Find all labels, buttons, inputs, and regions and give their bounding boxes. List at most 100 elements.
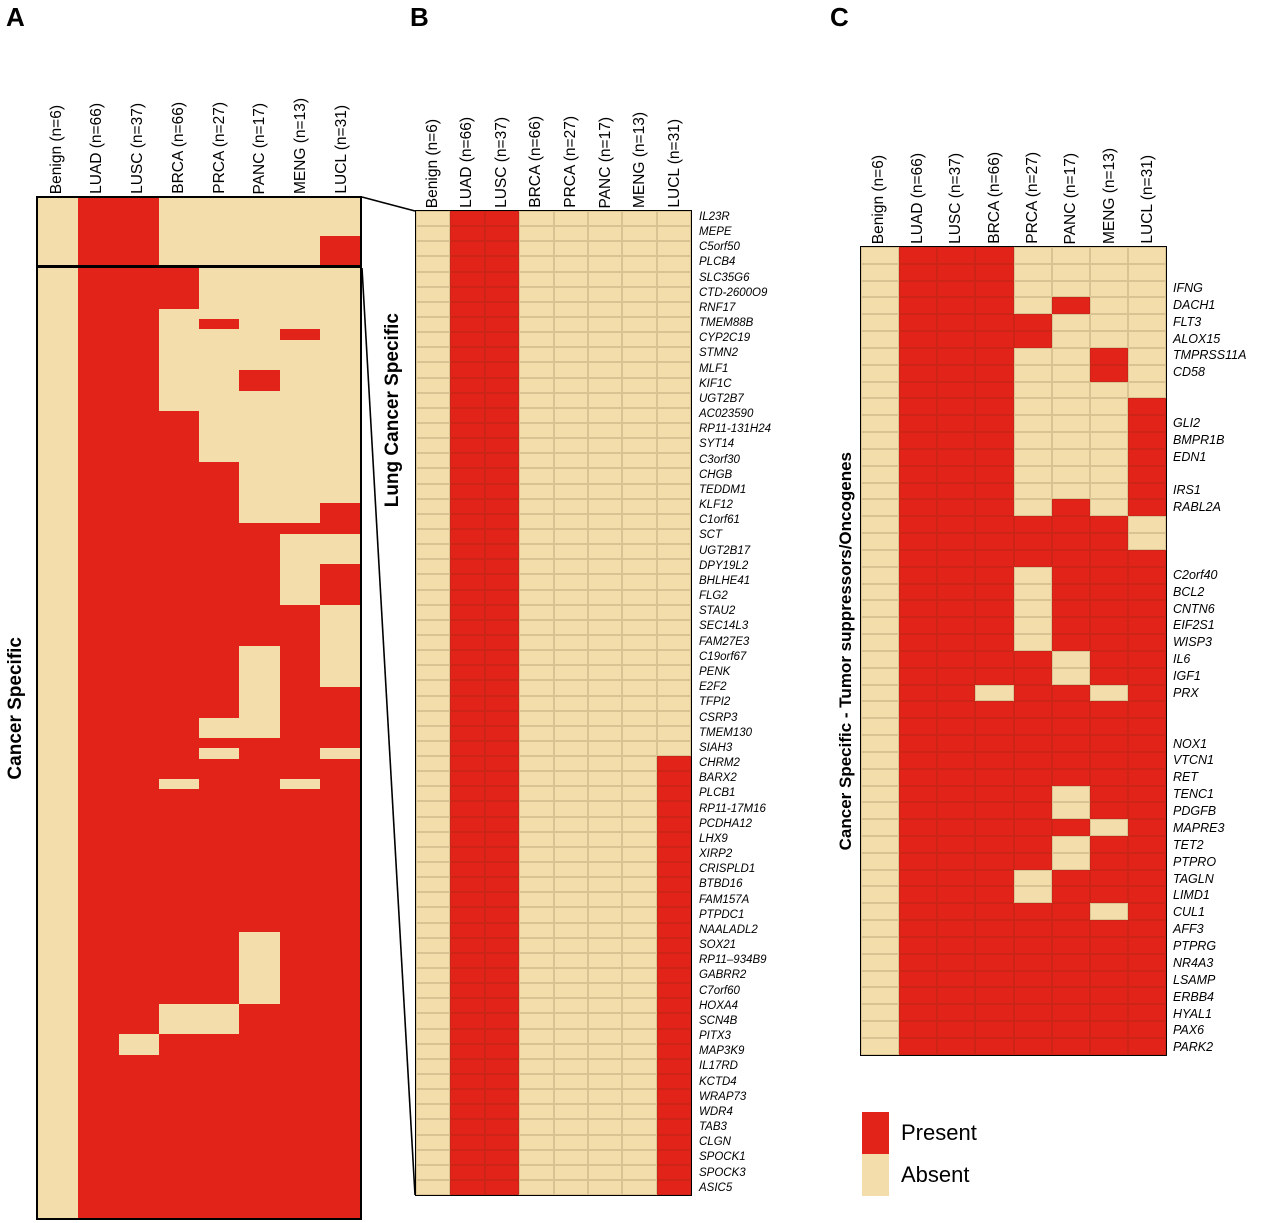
cell-present [450, 347, 485, 363]
heatmap-row [416, 377, 691, 393]
cell-absent [239, 400, 280, 412]
gene-label-empty [1173, 533, 1278, 550]
cell-absent [587, 1013, 623, 1029]
cell-present [239, 1177, 280, 1188]
cell-absent [656, 422, 691, 439]
heatmap-row [38, 503, 360, 514]
cell-present [450, 301, 485, 317]
cell-absent [416, 347, 451, 363]
cell-present [239, 1146, 280, 1158]
cell-present [1051, 549, 1090, 567]
cell-present [158, 707, 199, 718]
cell-present [899, 768, 938, 786]
cell-present [1051, 735, 1090, 752]
cell-present [975, 398, 1014, 416]
heatmap-row [38, 952, 360, 963]
cell-present [199, 656, 240, 667]
cell-present [118, 952, 159, 963]
cell-present [158, 523, 199, 534]
heatmap-row [38, 390, 360, 401]
cell-absent [587, 877, 623, 893]
gene-label: CRISPLD1 [699, 863, 756, 876]
cell-present [450, 710, 485, 726]
cell-present [1089, 347, 1128, 365]
cell-absent [38, 523, 79, 534]
cell-absent [158, 400, 199, 412]
cell-present [656, 877, 691, 893]
column-header: PRCA (n=27) [210, 102, 228, 194]
cell-absent [553, 968, 588, 984]
heatmap-row [416, 468, 691, 484]
cell-present [78, 1075, 119, 1086]
cell-absent [553, 1043, 588, 1059]
gene-label: UGT2B17 [699, 544, 751, 557]
cell-present [319, 799, 360, 810]
cell-present [78, 255, 119, 266]
cell-present [1127, 650, 1166, 668]
cell-absent [553, 316, 588, 333]
cell-present [118, 686, 159, 698]
cell-present [899, 718, 938, 736]
cell-present [239, 615, 280, 626]
heatmap-row [38, 574, 360, 585]
cell-absent [622, 316, 657, 333]
cell-present [1051, 297, 1090, 315]
cell-absent [656, 740, 691, 757]
cell-present [158, 298, 199, 309]
gene-label: RET [1173, 770, 1198, 785]
cell-absent [622, 347, 657, 363]
cell-present [1051, 903, 1090, 921]
cell-present [656, 922, 691, 938]
cell-absent [656, 498, 691, 514]
cell-absent [158, 245, 199, 256]
cell-present [937, 533, 976, 550]
cell-absent [239, 676, 280, 687]
gene-label: CLGN [699, 1136, 731, 1149]
cell-present [279, 615, 320, 626]
cell-absent [416, 816, 451, 832]
cell-absent [38, 891, 79, 902]
heatmap-row [38, 462, 360, 473]
cell-absent [416, 695, 451, 711]
heatmap-row [416, 710, 691, 726]
cell-present [937, 314, 976, 332]
cell-present [484, 680, 520, 696]
cell-present [279, 758, 320, 769]
cell-present [450, 862, 485, 878]
cell-present [484, 862, 520, 878]
cell-present [450, 1043, 485, 1059]
cell-present [450, 1074, 485, 1090]
cell-absent [319, 278, 360, 289]
cell-absent [158, 390, 199, 401]
cell-absent [861, 953, 900, 971]
cell-absent [239, 993, 280, 1004]
cell-absent [656, 271, 691, 287]
cell-present [975, 331, 1014, 348]
heatmap-row [38, 727, 360, 739]
cell-present [279, 911, 320, 922]
cell-present [1089, 718, 1128, 736]
cell-present [78, 870, 119, 882]
cell-absent [656, 468, 691, 484]
heatmap-row [861, 415, 1166, 433]
cell-present [1127, 768, 1166, 786]
heatmap-row [38, 615, 360, 626]
cell-absent [416, 392, 451, 408]
cell-absent [416, 1164, 451, 1180]
heatmap-row [861, 465, 1166, 483]
cell-present [937, 566, 976, 584]
cell-present [1013, 314, 1052, 332]
cell-present [78, 635, 119, 647]
gene-label: GABRR2 [699, 969, 747, 982]
cell-present [484, 332, 520, 348]
gene-label: KCTD4 [699, 1075, 737, 1088]
cell-absent [519, 816, 554, 832]
cell-absent [38, 308, 79, 320]
cell-present [158, 431, 199, 442]
cell-absent [239, 319, 280, 330]
cell-absent [622, 1089, 657, 1105]
heatmap-row [416, 756, 691, 772]
cell-absent [861, 802, 900, 820]
cell-present [899, 819, 938, 836]
cell-present [78, 1044, 119, 1055]
